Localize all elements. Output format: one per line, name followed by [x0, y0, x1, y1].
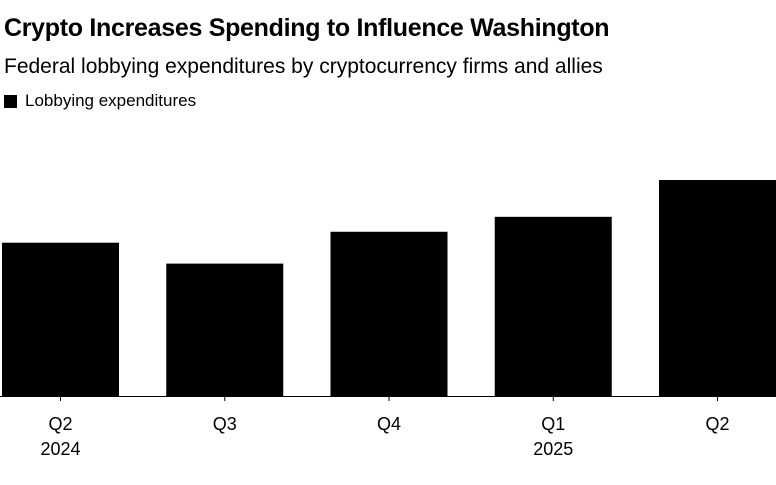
bar-1 — [166, 263, 284, 396]
x-year-label-0: 2024 — [40, 439, 80, 459]
x-tick-label-3: Q1 — [541, 414, 565, 434]
x-year-label-3: 2025 — [533, 439, 573, 459]
chart-subtitle: Federal lobbying expenditures by cryptoc… — [4, 55, 603, 78]
bar-0 — [2, 242, 119, 396]
legend: Lobbying expenditures — [4, 90, 196, 112]
x-tick-label-1: Q3 — [213, 414, 237, 434]
bar-3 — [494, 216, 612, 396]
bar-2 — [330, 231, 448, 396]
x-tick-label-2: Q4 — [377, 414, 401, 434]
legend-swatch — [4, 94, 17, 108]
bar-4 — [659, 180, 776, 396]
legend-label: Lobbying expenditures — [25, 91, 197, 110]
x-tick-label-4: Q2 — [705, 414, 729, 434]
x-tick-label-0: Q2 — [48, 414, 72, 434]
chart-title: Crypto Increases Spending to Influence W… — [4, 14, 610, 42]
